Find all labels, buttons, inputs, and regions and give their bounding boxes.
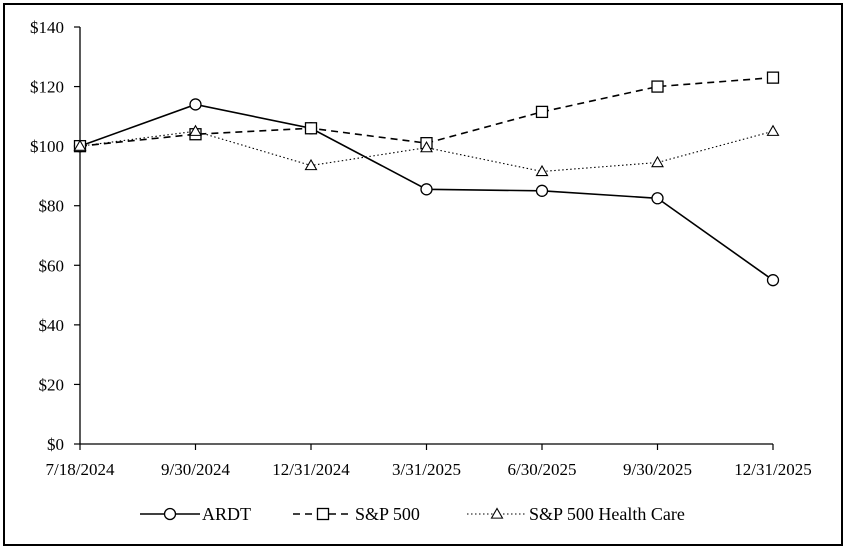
data-point-circle <box>420 183 433 196</box>
data-point-circle <box>189 98 202 111</box>
data-point-triangle <box>189 124 202 136</box>
data-point-triangle <box>651 155 664 168</box>
data-point-triangle <box>766 124 780 136</box>
data-point-triangle <box>73 139 87 151</box>
data-point-square <box>766 71 780 84</box>
y-tick-label: $20 <box>39 375 65 394</box>
x-tick-label: 6/30/2025 <box>508 460 577 479</box>
x-tick-label: 9/30/2024 <box>161 460 230 479</box>
data-point-square <box>535 105 549 119</box>
y-tick-label: $80 <box>39 197 65 216</box>
y-tick-label: $140 <box>30 18 64 37</box>
data-point-square <box>304 122 318 135</box>
data-point-circle <box>535 184 549 197</box>
y-tick-label: $120 <box>30 78 64 97</box>
legend-marker-circle <box>163 507 177 521</box>
y-tick-label: $0 <box>47 435 64 454</box>
data-point-square <box>651 80 664 93</box>
data-point-circle <box>766 274 780 287</box>
data-point-circle <box>651 192 664 205</box>
legend-label: S&P 500 <box>355 504 420 524</box>
y-tick-label: $60 <box>39 256 65 275</box>
x-tick-label: 12/31/2025 <box>734 460 811 479</box>
data-point-triangle <box>535 164 549 177</box>
legend-label: S&P 500 Health Care <box>529 504 685 524</box>
x-tick-label: 3/31/2025 <box>392 460 461 479</box>
legend-marker-triangle <box>490 507 504 519</box>
series-line-1 <box>79 76 774 147</box>
x-tick-label: 12/31/2024 <box>272 460 350 479</box>
x-tick-label: 9/30/2025 <box>623 460 692 479</box>
data-point-triangle <box>420 141 433 153</box>
x-tick-label: 7/18/2024 <box>46 460 115 479</box>
legend-marker-square <box>316 507 330 521</box>
y-tick-label: $40 <box>39 316 65 335</box>
data-point-triangle <box>304 158 318 171</box>
chart-frame <box>3 3 843 546</box>
y-tick-label: $100 <box>30 137 64 156</box>
legend-label: ARDT <box>202 504 251 524</box>
